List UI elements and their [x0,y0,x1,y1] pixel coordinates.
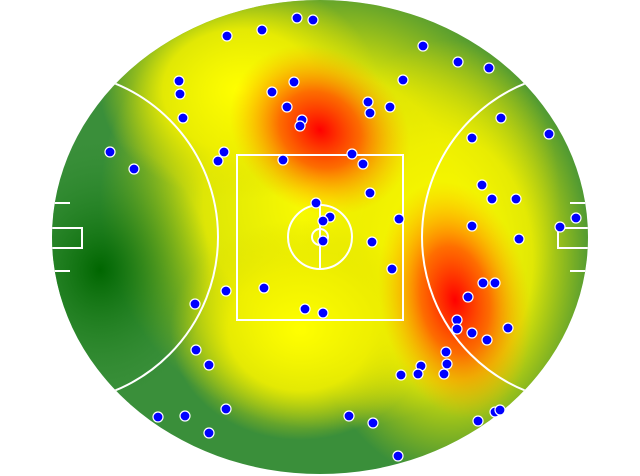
point [384,101,396,113]
point [152,411,164,423]
point [221,30,233,42]
point [494,404,506,416]
point [495,112,507,124]
point [513,233,525,245]
point [554,221,566,233]
point [307,14,319,26]
point [477,277,489,289]
point [466,220,478,232]
point [486,193,498,205]
point [291,12,303,24]
point [364,107,376,119]
point [277,154,289,166]
point [203,359,215,371]
point [476,179,488,191]
point [364,187,376,199]
point [177,112,189,124]
point [417,40,429,52]
point [502,322,514,334]
point [212,155,224,167]
point [441,358,453,370]
point [451,323,463,335]
point [440,346,452,358]
point [510,193,522,205]
point [366,236,378,248]
point [294,120,306,132]
point [299,303,311,315]
point [343,410,355,422]
point [266,86,278,98]
point [190,344,202,356]
point [218,146,230,158]
point [173,75,185,87]
point [466,132,478,144]
point [179,410,191,422]
point [412,368,424,380]
point [317,235,329,247]
point [317,307,329,319]
point [397,74,409,86]
point [362,96,374,108]
point [256,24,268,36]
point [357,158,369,170]
point [438,368,450,380]
point [483,62,495,74]
point [281,101,293,113]
point [220,403,232,415]
point [203,427,215,439]
point [104,146,116,158]
point [452,56,464,68]
point [317,215,329,227]
point [489,277,501,289]
point [392,450,404,462]
point [462,291,474,303]
point [393,213,405,225]
point [367,417,379,429]
point [570,212,582,224]
point [310,197,322,209]
point [258,282,270,294]
point [472,415,484,427]
point [466,327,478,339]
point [128,163,140,175]
point [346,148,358,160]
point [543,128,555,140]
point [220,285,232,297]
point [288,76,300,88]
point [386,263,398,275]
point [189,298,201,310]
point [174,88,186,100]
point [481,334,493,346]
point [395,369,407,381]
